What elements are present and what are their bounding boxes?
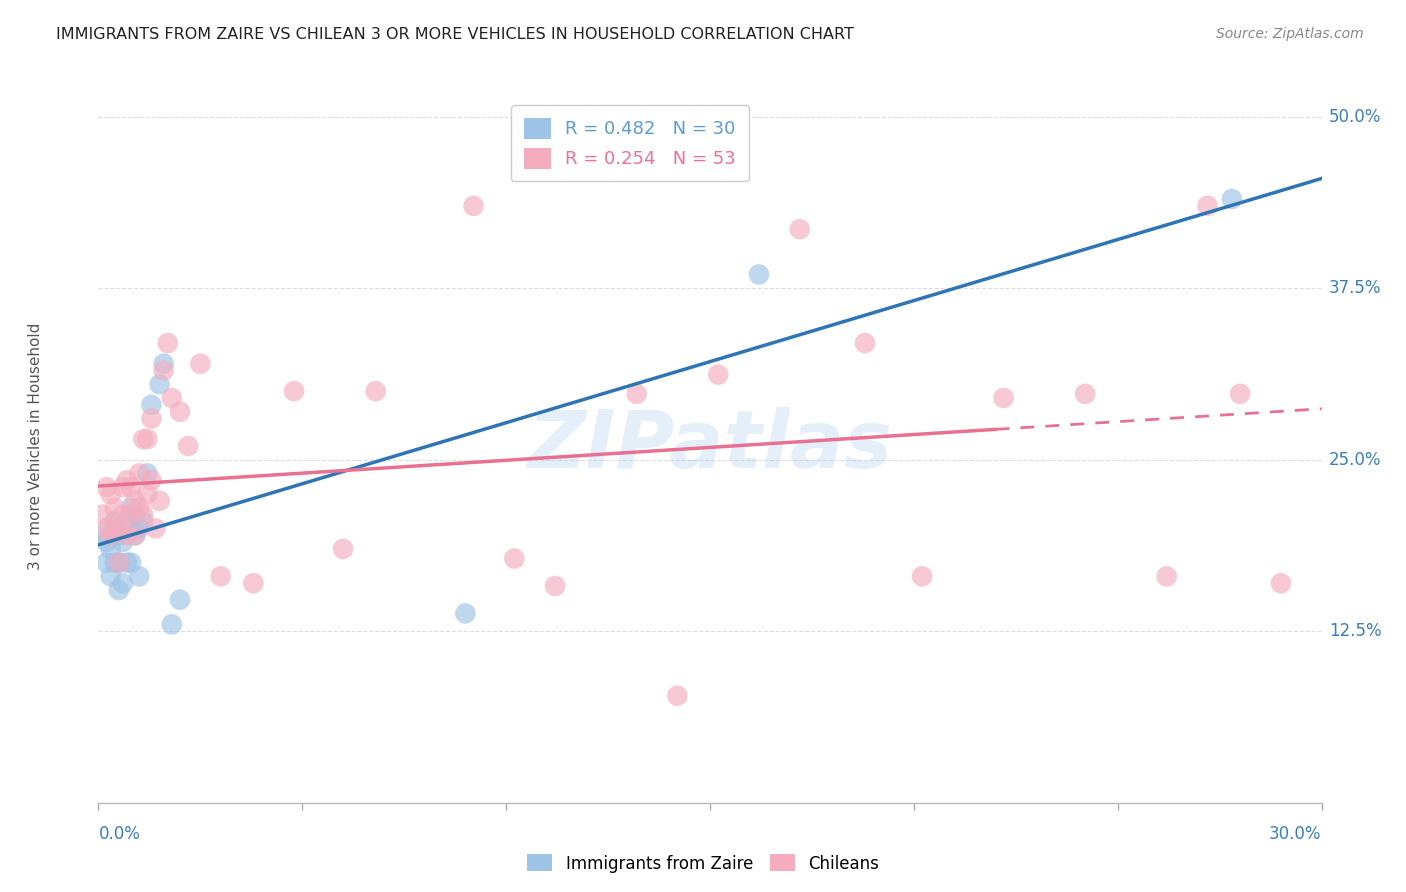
Point [96, 535, 118, 549]
Point [911, 569, 934, 583]
Point [209, 569, 232, 583]
Point [128, 500, 150, 515]
Point [100, 569, 122, 583]
Point [149, 377, 172, 392]
Point [128, 467, 150, 481]
Point [132, 515, 155, 529]
Point [108, 528, 131, 542]
Point [853, 336, 876, 351]
Point [108, 556, 131, 570]
Point [626, 387, 648, 401]
Point [242, 576, 264, 591]
Point [1074, 387, 1097, 401]
Point [136, 487, 159, 501]
Text: 25.0%: 25.0% [1329, 450, 1381, 468]
Point [104, 515, 127, 529]
Point [160, 391, 183, 405]
Point [111, 576, 134, 591]
Point [177, 439, 200, 453]
Text: 30.0%: 30.0% [1270, 825, 1322, 843]
Point [111, 508, 134, 522]
Point [141, 411, 163, 425]
Point [156, 336, 179, 351]
Point [332, 541, 354, 556]
Point [104, 556, 127, 570]
Point [111, 480, 134, 494]
Point [666, 689, 689, 703]
Text: 0.0%: 0.0% [98, 825, 141, 843]
Text: IMMIGRANTS FROM ZAIRE VS CHILEAN 3 OR MORE VEHICLES IN HOUSEHOLD CORRELATION CHA: IMMIGRANTS FROM ZAIRE VS CHILEAN 3 OR MO… [56, 27, 853, 42]
Point [128, 521, 150, 535]
Text: ZIPatlas: ZIPatlas [527, 407, 893, 485]
Point [104, 521, 127, 535]
Point [1229, 387, 1251, 401]
Text: 12.5%: 12.5% [1329, 623, 1381, 640]
Point [124, 528, 146, 542]
Point [120, 556, 142, 570]
Legend: R = 0.482   N = 30, R = 0.254   N = 53: R = 0.482 N = 30, R = 0.254 N = 53 [512, 105, 748, 181]
Point [152, 357, 174, 371]
Point [108, 556, 131, 570]
Point [364, 384, 387, 398]
Point [115, 515, 138, 529]
Point [115, 473, 138, 487]
Point [544, 579, 567, 593]
Point [132, 508, 155, 522]
Point [91, 508, 114, 522]
Point [993, 391, 1015, 405]
Point [100, 541, 122, 556]
Point [111, 535, 134, 549]
Point [96, 556, 118, 570]
Point [1270, 576, 1292, 591]
Point [188, 357, 212, 371]
Point [100, 528, 122, 542]
Point [108, 583, 131, 598]
Point [707, 368, 730, 382]
Point [152, 363, 174, 377]
Point [104, 500, 127, 515]
Point [124, 494, 146, 508]
Text: 3 or more Vehicles in Household: 3 or more Vehicles in Household [28, 322, 42, 570]
Point [120, 480, 142, 494]
Point [128, 569, 150, 583]
Point [145, 521, 167, 535]
Point [283, 384, 305, 398]
Point [100, 487, 122, 501]
Point [120, 500, 142, 515]
Point [454, 607, 477, 621]
Point [141, 398, 163, 412]
Point [789, 222, 811, 236]
Point [149, 494, 172, 508]
Point [115, 528, 138, 542]
Text: Source: ZipAtlas.com: Source: ZipAtlas.com [1216, 27, 1364, 41]
Legend: Immigrants from Zaire, Chileans: Immigrants from Zaire, Chileans [520, 847, 886, 880]
Point [1220, 192, 1243, 206]
Point [115, 556, 138, 570]
Point [136, 432, 159, 446]
Point [169, 405, 191, 419]
Point [124, 508, 146, 522]
Point [132, 432, 155, 446]
Point [1197, 199, 1219, 213]
Point [141, 473, 163, 487]
Point [169, 592, 191, 607]
Point [120, 508, 142, 522]
Text: 50.0%: 50.0% [1329, 108, 1381, 126]
Point [96, 480, 118, 494]
Point [96, 521, 118, 535]
Point [463, 199, 485, 213]
Text: 37.5%: 37.5% [1329, 279, 1381, 297]
Point [748, 268, 770, 282]
Point [108, 521, 131, 535]
Point [124, 528, 146, 542]
Point [160, 617, 183, 632]
Point [1156, 569, 1178, 583]
Point [503, 551, 526, 566]
Point [136, 467, 159, 481]
Point [91, 528, 114, 542]
